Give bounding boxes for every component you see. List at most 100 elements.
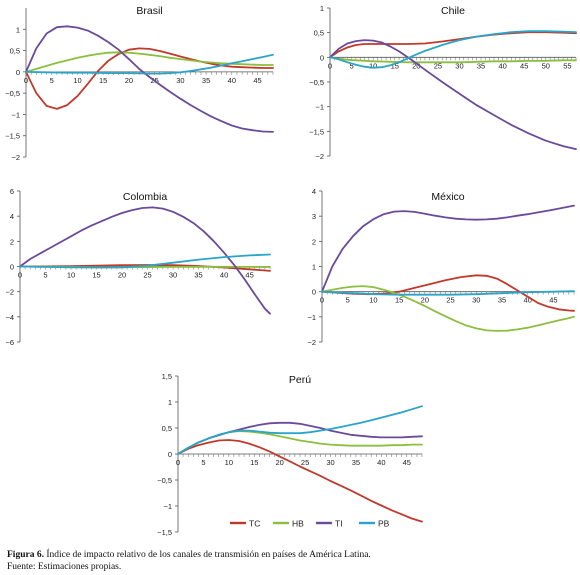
y-tick-label: 1 (168, 398, 172, 407)
caption-figure-label: Figura 6. (7, 550, 44, 560)
x-tick-label: 15 (99, 76, 107, 85)
x-tick-label: 35 (477, 61, 485, 70)
caption-source: Fuente: Estimaciones propias. (7, 561, 122, 572)
series-line-ti (329, 39, 577, 150)
legend-label-pb: PB (378, 519, 390, 529)
x-tick-label: 0 (320, 296, 324, 305)
x-tick-label: 55 (563, 61, 571, 70)
y-tick-label: −4 (5, 313, 14, 322)
legend-label-ti: TI (335, 519, 343, 529)
chart-title: Colombia (123, 191, 168, 203)
y-tick-label: −0,5 (309, 78, 324, 87)
series-line-tc (25, 47, 274, 110)
series-line-tc (177, 439, 423, 523)
x-tick-label: 0 (18, 271, 22, 280)
chart-brasil: Brasil−2−1,5−1−0,500,510 5 10 15 20 25 30 35 40 4… (5, 5, 274, 162)
x-tick-label: 15 (92, 271, 100, 280)
x-tick-label: 10 (225, 458, 233, 467)
y-tick-label: −0,5 (157, 476, 172, 485)
x-tick-label: 25 (143, 271, 151, 280)
x-tick-label: 40 (220, 271, 228, 280)
y-tick-label: 2 (312, 237, 316, 246)
x-tick-label: 45 (520, 61, 528, 70)
x-tick-label: 20 (125, 76, 133, 85)
y-tick-label: −1 (315, 103, 324, 112)
series-line-ti (321, 204, 575, 293)
legend-label-hb: HB (292, 519, 304, 529)
x-tick-label: 45 (253, 76, 261, 85)
x-tick-label: 30 (176, 76, 184, 85)
x-tick-label: 25 (434, 61, 442, 70)
y-tick-label: 0 (10, 263, 14, 272)
x-tick-label: 40 (524, 296, 532, 305)
series-line-ti (25, 25, 274, 133)
legend: TC HB TI PB (230, 519, 390, 529)
series-line-pb (329, 30, 577, 69)
series-line-hb (329, 56, 577, 64)
x-tick-label: 40 (228, 76, 236, 85)
legend-label-tc: TC (249, 519, 260, 529)
y-tick-label: −1 (163, 502, 172, 511)
series-line-pb (19, 253, 271, 269)
caption-line: Figura 6. Índice de impacto relativo de … (7, 550, 577, 562)
x-tick-label: 5 (50, 76, 54, 85)
y-tick-label: 0,5 (162, 424, 172, 433)
x-tick-label: 35 (194, 271, 202, 280)
caption-text: Índice de impacto relativo de los canale… (46, 550, 371, 560)
x-tick-label: 45 (403, 458, 411, 467)
x-tick-label: 0 (328, 61, 332, 70)
y-tick-label: 1 (320, 4, 324, 13)
x-tick-label: 30 (455, 61, 463, 70)
x-tick-label: 5 (43, 271, 47, 280)
y-tick-label: 0 (16, 68, 20, 77)
y-tick-label: −1,5 (309, 127, 324, 136)
x-tick-label: 0 (176, 458, 180, 467)
y-tick-label: −6 (5, 338, 14, 347)
x-tick-label: 35 (498, 296, 506, 305)
x-tick-label: 25 (446, 296, 454, 305)
x-tick-label: 35 (352, 458, 360, 467)
x-tick-label: 15 (250, 458, 258, 467)
x-tick-label: 15 (391, 61, 399, 70)
chart-title: Brasil (136, 5, 162, 17)
x-tick-label: 20 (421, 296, 429, 305)
series-line-ti (19, 206, 271, 315)
x-tick-label: 10 (73, 76, 81, 85)
x-tick-label: 15 (395, 296, 403, 305)
x-tick-label: 30 (326, 458, 334, 467)
y-tick-label: −1,5 (5, 132, 20, 141)
x-tick-label: 45 (549, 296, 557, 305)
y-tick-label: −2 (5, 288, 14, 297)
series-line-ti (177, 421, 423, 455)
y-tick-label: 0 (168, 450, 172, 459)
y-tick-label: −2 (315, 152, 324, 161)
x-tick-label: 10 (369, 61, 377, 70)
x-tick-label: 50 (542, 61, 550, 70)
x-tick-label: 20 (118, 271, 126, 280)
x-tick-label: 10 (67, 271, 75, 280)
series-line-tc (329, 31, 577, 59)
x-tick-label: 20 (275, 458, 283, 467)
x-tick-label: 25 (301, 458, 309, 467)
x-tick-label: 45 (245, 271, 253, 280)
y-tick-label: 2 (10, 237, 14, 246)
y-tick-label: 4 (312, 187, 316, 196)
chart-colombia: Colombia −6 −4 −2 0 2 4 6 0 5 10 15 20 25 30 35 40 45 (5, 187, 271, 347)
y-tick-label: 1,5 (162, 372, 172, 381)
y-tick-label: −1 (11, 110, 20, 119)
chart-title: Perú (289, 374, 311, 386)
chart-title: Chile (441, 5, 465, 17)
y-tick-label: 4 (10, 212, 14, 221)
chart-title: México (431, 191, 464, 203)
series-line-hb (321, 285, 575, 332)
x-tick-label: 40 (498, 61, 506, 70)
series-line-pb (25, 53, 274, 75)
x-tick-label: 5 (349, 61, 353, 70)
y-tick-label: 1 (312, 263, 316, 272)
y-tick-label: 6 (10, 187, 14, 196)
y-tick-label: −1 (307, 313, 316, 322)
y-tick-label: −2 (11, 153, 20, 162)
series-line-pb (321, 290, 575, 296)
series-line-hb (177, 430, 423, 455)
